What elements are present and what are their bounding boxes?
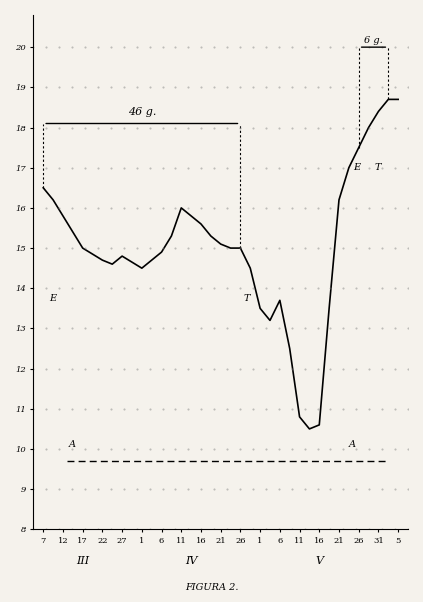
Text: T: T <box>374 163 381 172</box>
Text: 6 g.: 6 g. <box>364 36 383 45</box>
Text: T: T <box>243 294 250 303</box>
Text: E: E <box>353 163 360 172</box>
Text: IV: IV <box>185 556 197 565</box>
Text: FIGURA 2.: FIGURA 2. <box>185 583 238 592</box>
Text: E: E <box>49 294 56 303</box>
Text: III: III <box>76 556 89 565</box>
Text: V: V <box>315 556 323 565</box>
Text: A: A <box>349 440 356 449</box>
Text: A: A <box>69 440 76 449</box>
Text: 46 g.: 46 g. <box>128 108 156 117</box>
